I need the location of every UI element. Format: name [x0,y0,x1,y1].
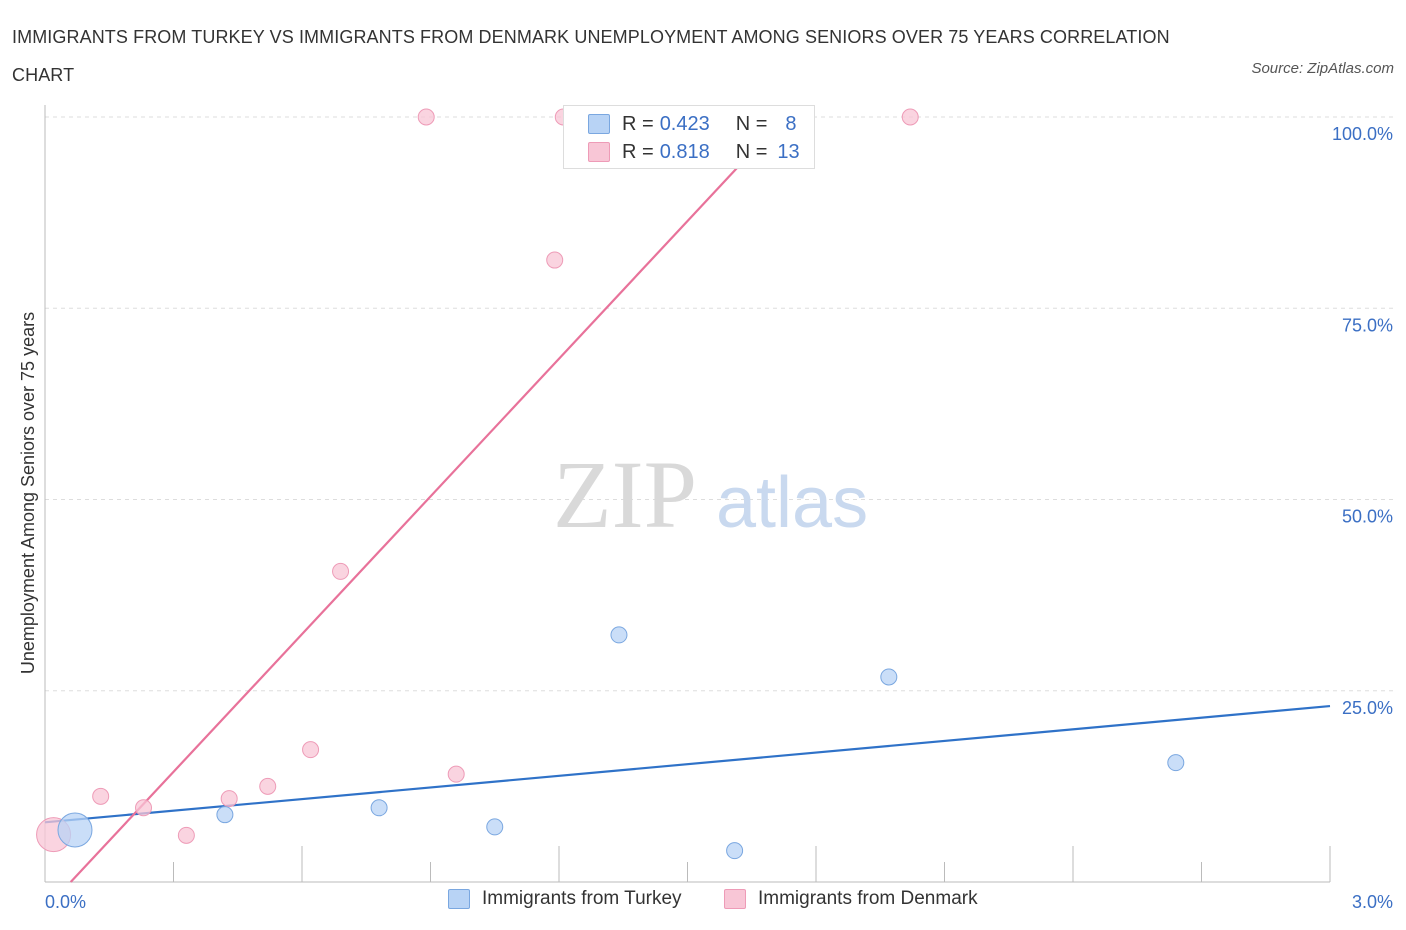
legend-row-denmark: R = 0.818 N = 13 [588,138,800,166]
turkey-trend-line [44,704,1331,824]
n-value: 13 [777,140,800,163]
chart-title: IMMIGRANTS FROM TURKEY VS IMMIGRANTS FRO… [12,27,1170,85]
legend-item-turkey[interactable]: Immigrants from Turkey [448,888,682,910]
denmark-point [447,765,465,783]
denmark-point [92,787,110,805]
denmark-point [302,741,320,759]
legend-row-turkey: R = 0.423 N = 8 [588,110,797,138]
denmark-point [332,562,350,580]
y-tick-label: 75.0% [1342,315,1393,335]
series-legend: Immigrants from Turkey Immigrants from D… [0,888,1406,916]
r-label: R = [622,112,654,135]
turkey-point [726,842,744,860]
n-label: N = [735,112,768,135]
denmark-legend-swatch [724,889,746,909]
turkey-point [486,818,504,836]
denmark-point [259,777,277,795]
y-tick-label: 50.0% [1342,507,1393,527]
denmark-point [220,790,238,808]
x-tick-label-max: 3.0% [1352,892,1393,912]
n-label: N = [735,140,768,163]
stats-legend: R = 0.423 N = 8 R = 0.818 N = 13 [563,105,815,169]
source-label: Source: ZipAtlas.com [1251,60,1394,77]
turkey-point [610,626,628,644]
denmark-point [901,108,919,126]
turkey-swatch [588,114,610,134]
turkey-point [880,668,898,686]
denmark-swatch [588,142,610,162]
turkey-legend-label: Immigrants from Turkey [482,888,682,909]
denmark-point [135,799,153,817]
turkey-point [216,806,234,824]
y-axis-label: Unemployment Among Seniors over 75 years [18,312,38,674]
y-tick-label: 25.0% [1342,698,1393,718]
denmark-point [546,251,564,269]
turkey-legend-swatch [448,889,470,909]
watermark-zip: ZIP [553,441,697,548]
turkey-point [370,799,388,817]
legend-item-denmark[interactable]: Immigrants from Denmark [724,888,978,910]
denmark-point [177,826,195,844]
watermark-atlas: atlas [716,463,868,543]
denmark-trend-line [69,123,779,883]
y-tick-label: 100.0% [1332,124,1393,144]
r-label: R = [622,140,654,163]
n-value: 8 [785,112,797,135]
turkey-point [1167,754,1185,772]
r-value: 0.818 [659,140,710,163]
turkey-point [57,812,93,848]
denmark-point [417,108,435,126]
x-tick-label-min: 0.0% [45,892,86,912]
denmark-legend-label: Immigrants from Denmark [758,888,978,909]
r-value: 0.423 [659,112,710,135]
